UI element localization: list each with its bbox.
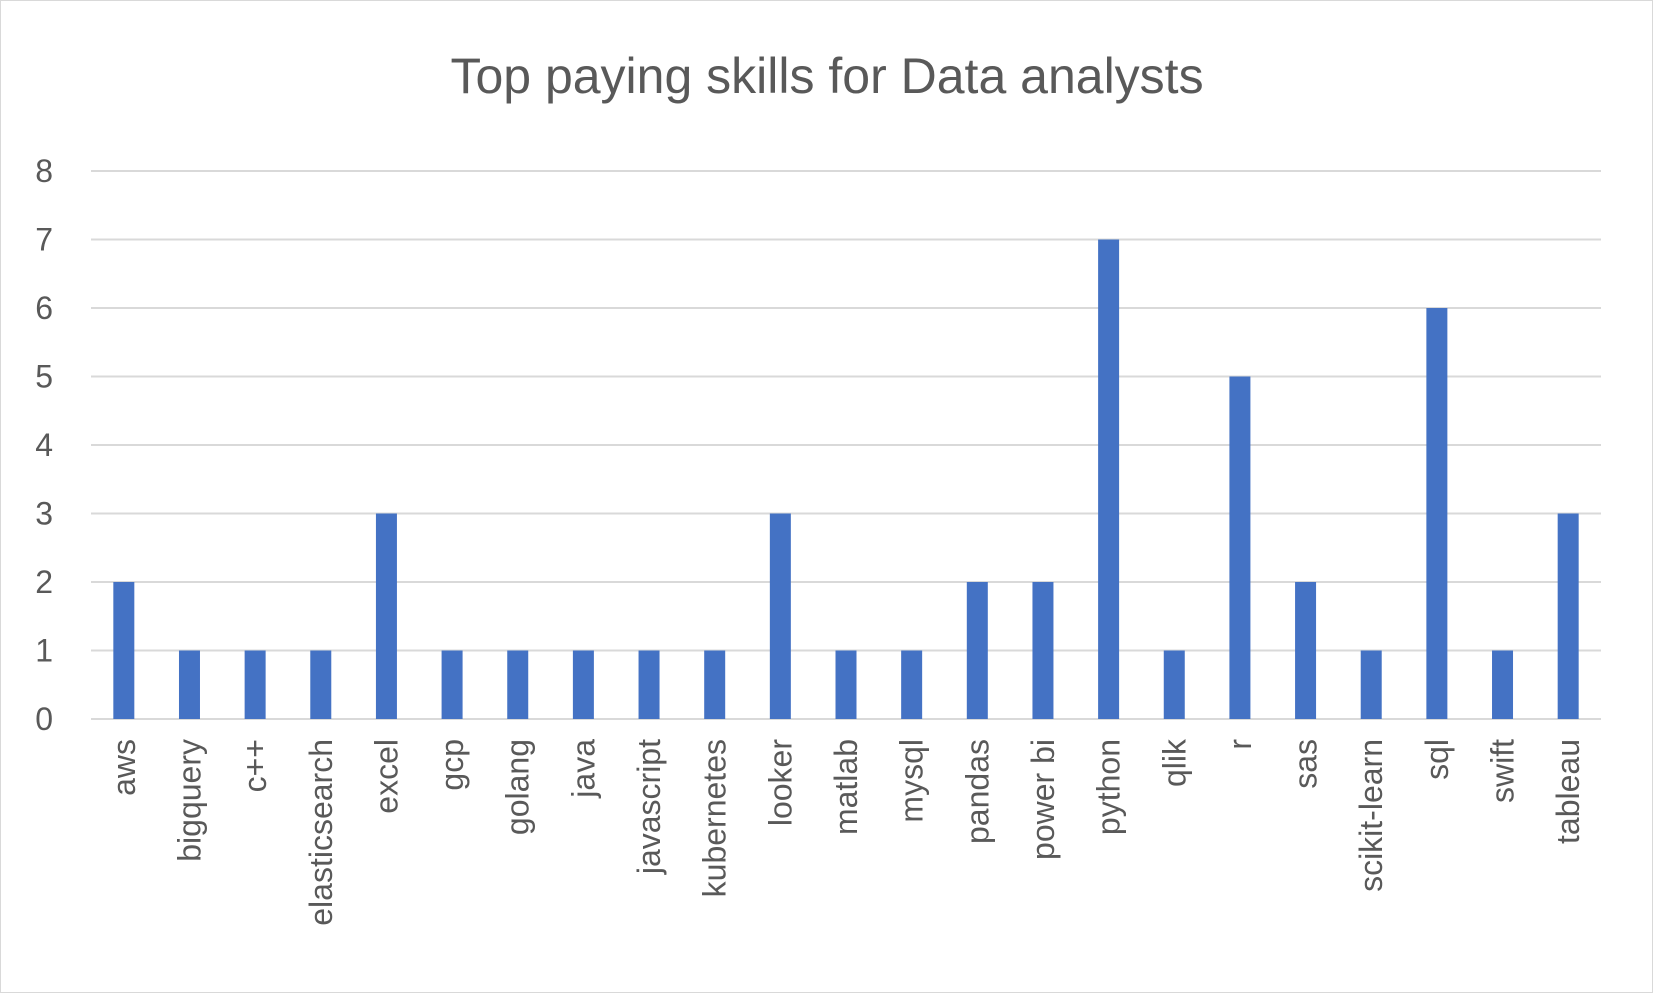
bar-javascript xyxy=(638,650,660,719)
y-tick-label: 7 xyxy=(35,222,53,258)
x-tick-label: bigquery xyxy=(171,739,207,862)
bar-matlab xyxy=(835,650,857,719)
x-tick-label: r xyxy=(1222,739,1258,750)
bar-elasticsearch xyxy=(310,650,332,719)
bar-tableau xyxy=(1557,513,1579,719)
bar-golang xyxy=(507,650,529,719)
x-tick-label: qlik xyxy=(1156,738,1192,787)
x-tick-label: aws xyxy=(106,739,142,796)
chart-title: Top paying skills for Data analysts xyxy=(450,48,1203,104)
x-tick-label: looker xyxy=(762,739,798,827)
bar-scikit-learn xyxy=(1360,650,1382,719)
bar-power-bi xyxy=(1032,582,1054,719)
x-tick-label: excel xyxy=(368,739,404,814)
x-tick-label: gcp xyxy=(434,739,470,791)
x-tick-label: javascript xyxy=(631,739,667,875)
x-tick-label: mysql xyxy=(894,739,930,823)
x-tick-label: python xyxy=(1091,739,1127,835)
y-tick-label: 2 xyxy=(35,564,53,600)
x-tick-label: matlab xyxy=(828,739,864,835)
bar-looker xyxy=(769,513,791,719)
y-tick-label: 4 xyxy=(35,427,53,463)
x-tick-label: power bi xyxy=(1025,739,1061,860)
bar-swift xyxy=(1492,650,1514,719)
y-tick-label: 5 xyxy=(35,359,53,395)
y-tick-label: 6 xyxy=(35,290,53,326)
bar-bigquery xyxy=(178,650,200,719)
y-tick-label: 8 xyxy=(35,153,53,189)
bar-python xyxy=(1098,239,1120,719)
bar-pandas xyxy=(966,582,988,719)
bar-qlik xyxy=(1163,650,1185,719)
x-tick-label: pandas xyxy=(959,739,995,844)
x-tick-label: elasticsearch xyxy=(303,739,339,926)
bar-gcp xyxy=(441,650,463,719)
bar-c- xyxy=(244,650,266,719)
x-tick-label: sql xyxy=(1419,739,1455,780)
y-tick-label: 3 xyxy=(35,496,53,532)
bar-mysql xyxy=(901,650,923,719)
bars xyxy=(113,239,1579,719)
x-tick-label: swift xyxy=(1485,739,1521,803)
x-tick-label: tableau xyxy=(1550,739,1586,844)
x-tick-label: c++ xyxy=(237,739,273,792)
x-axis-ticks: aws bigquery c++ elasticsearch excel gcp golan… xyxy=(106,738,1586,926)
x-tick-label: golang xyxy=(500,739,536,835)
bar-sas xyxy=(1295,582,1317,719)
bar-java xyxy=(572,650,594,719)
y-axis-ticks: 0 1 2 3 4 5 6 7 8 xyxy=(35,153,53,737)
x-tick-label: sas xyxy=(1288,739,1324,789)
x-tick-label: java xyxy=(565,739,601,799)
gridlines xyxy=(91,170,1601,720)
x-tick-label: kubernetes xyxy=(697,739,733,897)
x-tick-label: scikit-learn xyxy=(1353,739,1389,892)
bar-excel xyxy=(375,513,397,719)
bar-aws xyxy=(113,582,135,719)
bar-r xyxy=(1229,376,1251,719)
y-tick-label: 0 xyxy=(35,701,53,737)
y-tick-label: 1 xyxy=(35,633,53,669)
bar-kubernetes xyxy=(704,650,726,719)
bar-sql xyxy=(1426,308,1448,719)
